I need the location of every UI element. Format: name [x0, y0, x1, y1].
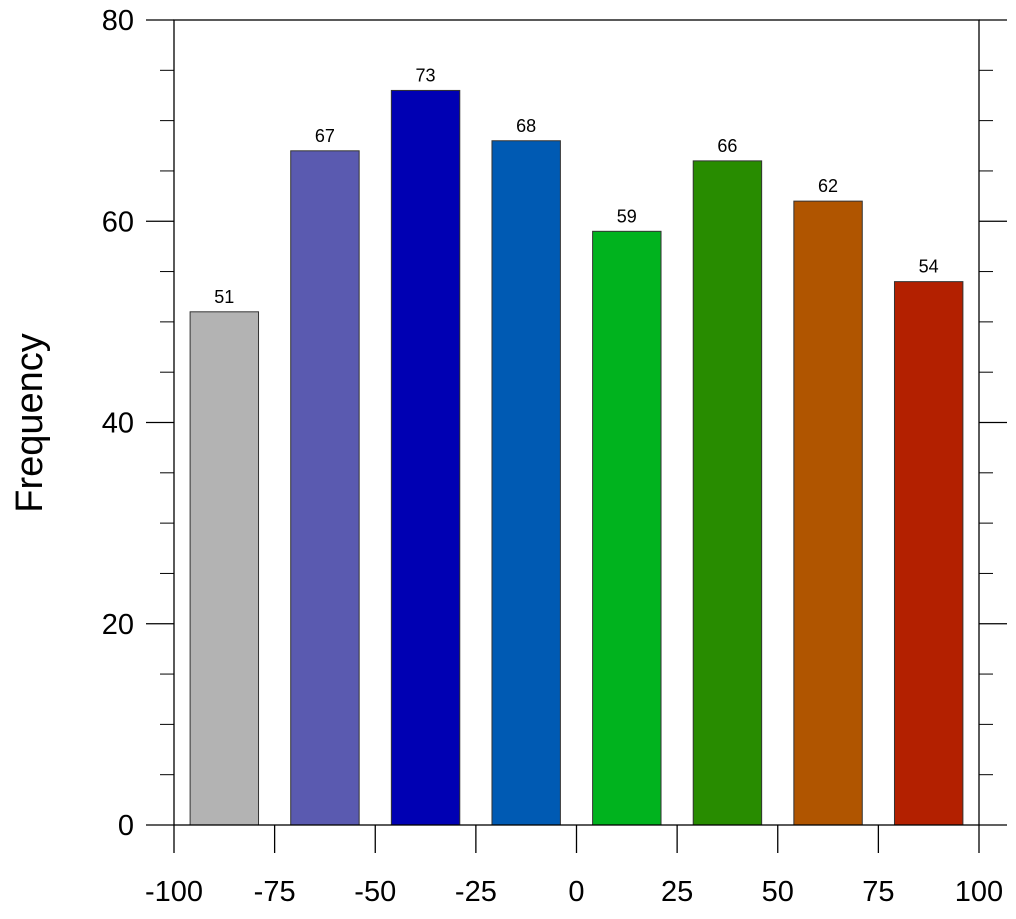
- y-tick-label-3: 60: [102, 206, 134, 238]
- y-tick-label-1: 20: [102, 609, 134, 641]
- bar-2: [390, 89, 461, 826]
- bar-value-label-2: 73: [416, 65, 436, 85]
- bar-7: [893, 281, 964, 826]
- bar-3: [491, 140, 561, 826]
- bar-value-label-0: 51: [214, 287, 234, 307]
- x-tick-label-8: 100: [955, 876, 1003, 908]
- bar-value-label-6: 62: [818, 176, 838, 196]
- bar-5: [692, 160, 763, 826]
- bar-value-label-4: 59: [617, 206, 637, 226]
- bar-1: [290, 150, 360, 826]
- bar-value-label-3: 68: [516, 116, 536, 136]
- x-tick-label-6: 50: [762, 876, 794, 908]
- x-tick-label-4: 0: [568, 876, 584, 908]
- y-axis-label: Frequency: [9, 333, 51, 513]
- y-tick-label-2: 40: [102, 408, 134, 440]
- x-tick-label-5: 25: [661, 876, 693, 908]
- bar-0: [189, 311, 260, 826]
- x-tick-label-7: 75: [862, 876, 894, 908]
- x-tick-label-3: -25: [455, 876, 497, 908]
- bar-value-label-5: 66: [717, 136, 737, 156]
- x-tick-label-1: -75: [254, 876, 296, 908]
- bar-value-label-1: 67: [315, 126, 335, 146]
- bar-6: [793, 200, 863, 826]
- bar-4: [592, 230, 662, 826]
- x-tick-label-0: -100: [145, 876, 203, 908]
- bar-value-label-7: 54: [919, 257, 939, 277]
- y-tick-label-0: 0: [118, 810, 134, 842]
- x-tick-label-2: -50: [354, 876, 396, 908]
- y-tick-label-4: 80: [102, 5, 134, 37]
